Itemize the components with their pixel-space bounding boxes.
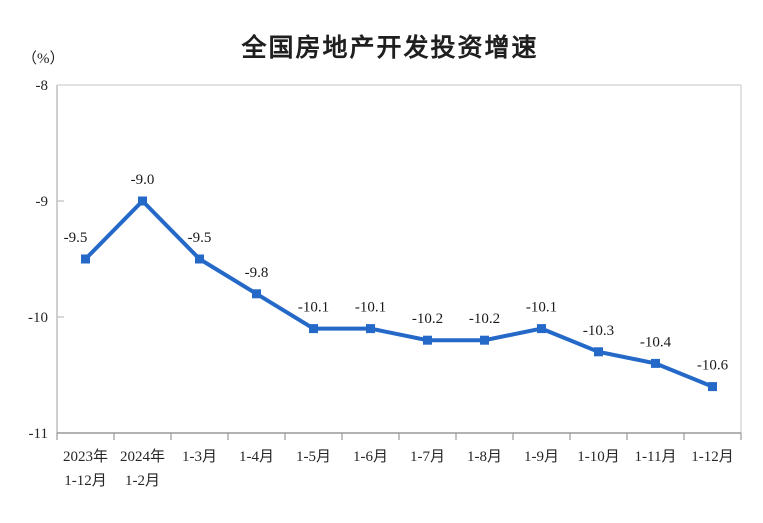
data-point-marker bbox=[195, 254, 204, 264]
x-axis-label: 1-6月 bbox=[353, 449, 388, 465]
data-point-label: -10.2 bbox=[469, 311, 500, 327]
data-point-marker bbox=[252, 289, 261, 299]
x-axis-label: 1-4月 bbox=[239, 449, 274, 465]
y-axis-tick-label: -9 bbox=[36, 194, 49, 210]
x-axis-label: 1-7月 bbox=[410, 449, 445, 465]
x-axis-label: 1-11月 bbox=[635, 449, 677, 465]
data-point-marker bbox=[537, 324, 546, 334]
chart-title: 全国房地产开发投资增速 bbox=[241, 34, 539, 62]
y-axis-tick-label: -11 bbox=[29, 426, 48, 442]
x-axis-label: 2023年 1-12月 bbox=[63, 448, 108, 489]
data-point-marker bbox=[708, 382, 717, 392]
data-point-marker bbox=[480, 335, 489, 345]
data-point-label: -10.1 bbox=[355, 300, 386, 316]
data-point-label: -10.2 bbox=[412, 311, 443, 327]
data-point-label: -9.5 bbox=[188, 230, 212, 246]
data-point-label: -10.4 bbox=[640, 334, 672, 350]
data-point-label: -10.6 bbox=[697, 358, 729, 374]
y-axis-tick-label: -10 bbox=[28, 310, 48, 326]
x-axis-label: 2024年 1-2月 bbox=[120, 448, 165, 489]
x-axis-label: 1-3月 bbox=[182, 449, 217, 465]
x-axis-label: 1-5月 bbox=[296, 449, 331, 465]
data-point-marker bbox=[366, 324, 375, 334]
y-axis-unit-label: （%） bbox=[22, 51, 65, 67]
data-point-marker bbox=[423, 335, 432, 345]
x-axis-label: 1-8月 bbox=[467, 449, 502, 465]
data-point-marker bbox=[138, 196, 147, 206]
data-point-marker bbox=[651, 358, 660, 368]
data-point-label: -9.0 bbox=[131, 172, 155, 188]
y-axis-tick-label: -8 bbox=[36, 78, 49, 94]
data-point-marker bbox=[594, 347, 603, 357]
data-point-label: -10.1 bbox=[526, 300, 557, 316]
data-point-label: -9.5 bbox=[64, 230, 88, 246]
x-axis-label: 1-10月 bbox=[577, 449, 620, 465]
data-point-marker bbox=[309, 324, 318, 334]
x-axis-label: 1-12月 bbox=[691, 449, 734, 465]
data-point-label: -10.3 bbox=[583, 323, 614, 339]
data-point-label: -9.8 bbox=[245, 265, 269, 281]
data-point-label: -10.1 bbox=[298, 300, 329, 316]
data-line bbox=[84, 198, 714, 389]
x-axis-label: 1-9月 bbox=[524, 449, 559, 465]
data-point-marker bbox=[81, 254, 90, 264]
